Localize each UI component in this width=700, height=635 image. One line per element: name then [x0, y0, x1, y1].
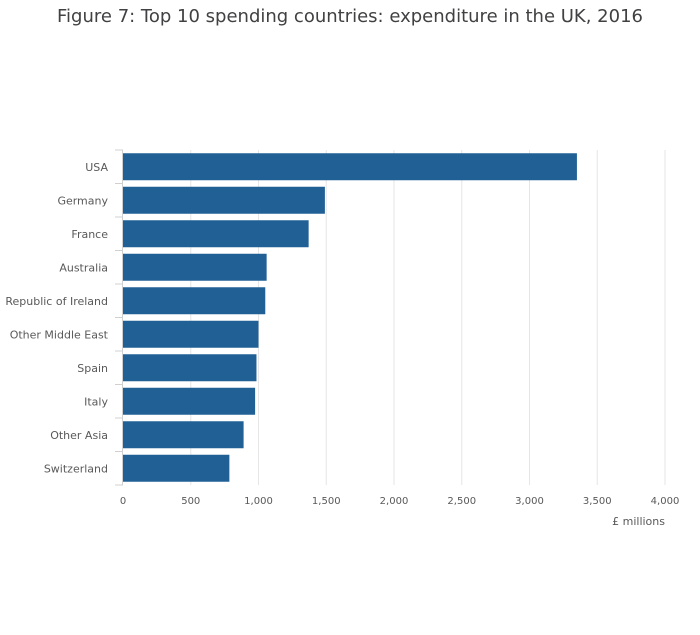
axes: 0 500 1,000 1,500 2,000 2,500 3,000 3,500 4,000 U… [5, 149, 680, 507]
bar [123, 354, 257, 382]
x-tick-label: 3,500 [583, 496, 612, 507]
bar [123, 454, 230, 482]
gridlines [190, 150, 666, 485]
category-label: Switzerland [44, 462, 108, 475]
category-label: Germany [57, 194, 108, 207]
category-label: USA [85, 161, 108, 174]
category-label: Other Middle East [10, 328, 109, 341]
x-axis-title: £ millions [612, 515, 665, 528]
bar [123, 320, 259, 348]
x-tick-label: 2,500 [447, 496, 476, 507]
x-tick-label: 2,000 [380, 496, 409, 507]
category-label: Spain [77, 362, 108, 375]
bar [123, 153, 577, 181]
category-label: Italy [84, 395, 108, 408]
x-tick-label: 4,000 [651, 496, 680, 507]
chart-title: Figure 7: Top 10 spending countries: exp… [57, 6, 643, 27]
bar [123, 186, 325, 214]
x-tick-label: 1,500 [312, 496, 341, 507]
x-tick-label: 1,000 [244, 496, 273, 507]
bar [123, 220, 309, 248]
x-tick-label: 500 [181, 496, 200, 507]
bar [123, 287, 266, 315]
bar [123, 387, 256, 415]
category-label: France [71, 228, 108, 241]
category-label: Republic of Ireland [5, 295, 108, 308]
bar [123, 421, 244, 449]
bars [123, 153, 577, 482]
x-tick-label: 3,000 [515, 496, 544, 507]
category-label: Australia [59, 261, 108, 274]
category-label: Other Asia [50, 429, 108, 442]
bar [123, 253, 267, 281]
x-tick-label: 0 [120, 496, 126, 507]
